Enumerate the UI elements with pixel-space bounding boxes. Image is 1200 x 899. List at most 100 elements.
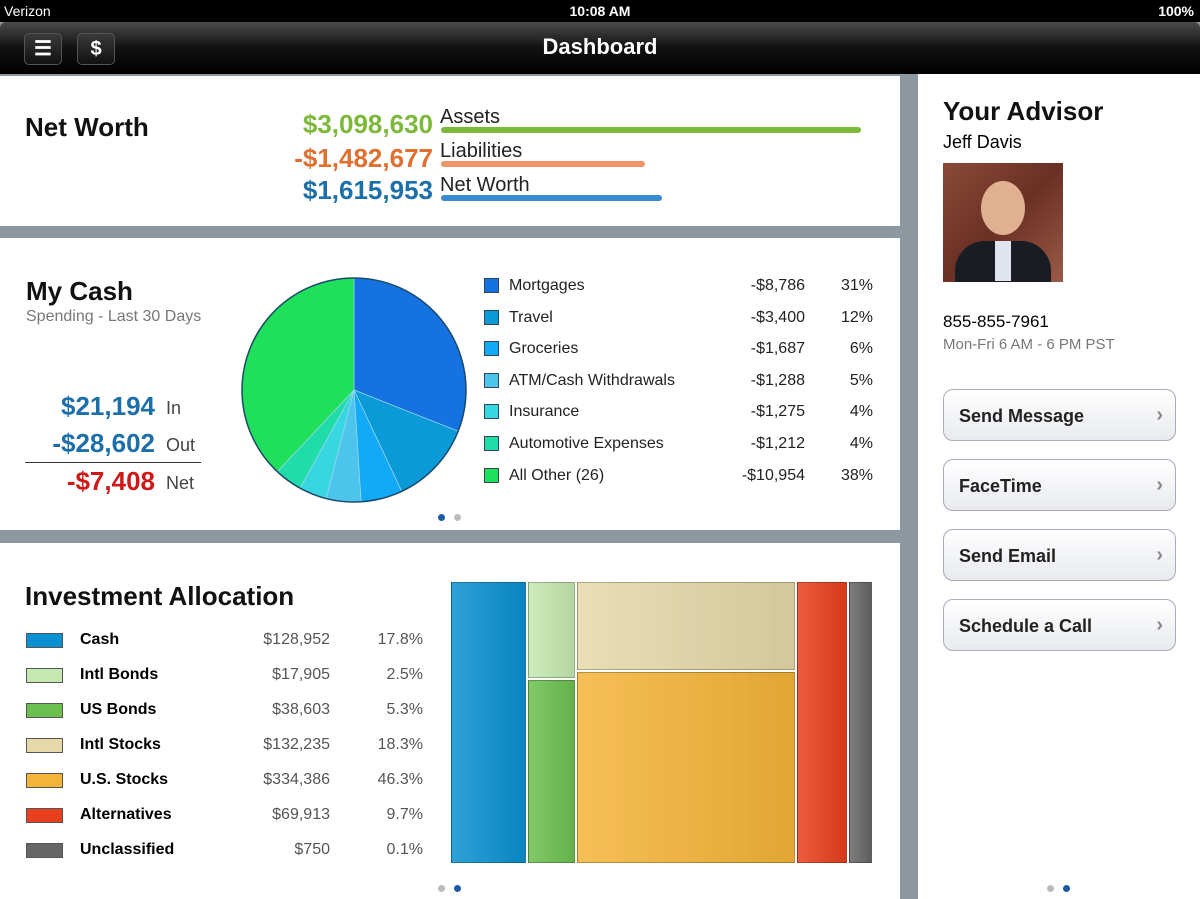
button-label: Send Message (959, 406, 1085, 426)
list-icon: ☰ (34, 38, 52, 60)
legend-percent: 31% (840, 277, 873, 294)
legend-amount: -$10,954 (741, 466, 805, 484)
legend-amount: $750 (294, 841, 330, 858)
cash-in-value: $21,194 (61, 391, 155, 421)
legend-swatch (26, 843, 63, 858)
legend-amount: $69,913 (272, 806, 330, 823)
my-cash-panel: My Cash Spending - Last 30 Days $21,194 … (0, 238, 900, 530)
legend-percent: 9.7% (386, 806, 423, 823)
chevron-right-icon: › (1156, 474, 1163, 496)
assets-label: Assets (440, 106, 501, 128)
legend-swatch (26, 773, 63, 788)
chevron-right-icon: › (1156, 404, 1163, 426)
clock: 10:08 AM (569, 3, 631, 19)
facetime-button[interactable]: FaceTime › (943, 459, 1176, 511)
send-message-button[interactable]: Send Message › (943, 389, 1176, 441)
liabilities-label: Liabilities (440, 140, 523, 162)
treemap-block[interactable] (797, 582, 847, 863)
legend-amount: $17,905 (272, 666, 330, 683)
legend-swatch (484, 341, 499, 357)
in-label: In (166, 398, 182, 418)
cash-subtitle: Spending - Last 30 Days (26, 308, 202, 325)
legend-label: Unclassified (80, 841, 175, 858)
page-dot[interactable] (438, 885, 445, 892)
legend-amount: -$1,275 (750, 403, 805, 421)
assets-bar (441, 127, 861, 133)
net-label: Net Worth (440, 174, 530, 196)
legend-label: Groceries (509, 340, 579, 358)
treemap-block[interactable] (577, 672, 795, 863)
pie-outline (241, 277, 467, 503)
button-label: Send Email (959, 546, 1057, 566)
treemap-block[interactable] (849, 582, 872, 863)
legend-swatch (484, 404, 499, 420)
investment-panel: Investment Allocation Cash $128,952 17.8… (0, 543, 900, 899)
page-dot[interactable] (1047, 885, 1054, 892)
schedule-call-button[interactable]: Schedule a Call › (943, 599, 1176, 651)
cash-out-value: -$28,602 (52, 428, 155, 458)
advisor-photo (943, 163, 1063, 282)
legend-swatch (484, 467, 499, 483)
legend-percent: 38% (840, 466, 873, 484)
legend-percent: 12% (840, 308, 873, 326)
legend-label: Insurance (509, 403, 580, 421)
net-label-cash: Net (166, 473, 195, 493)
legend-label: Mortgages (509, 277, 585, 294)
treemap-block[interactable] (451, 582, 526, 863)
chevron-right-icon: › (1156, 614, 1163, 636)
button-label: FaceTime (959, 476, 1042, 496)
advisor-name: Jeff Davis (943, 132, 1022, 152)
legend-percent: 17.8% (377, 631, 423, 648)
spending-pie-chart[interactable] (238, 274, 470, 506)
menu-button[interactable]: ☰ (24, 33, 62, 65)
page-dot-active[interactable] (438, 514, 445, 521)
button-label: Schedule a Call (959, 616, 1093, 636)
legend-amount: $132,235 (263, 736, 330, 753)
legend-percent: 5.3% (386, 701, 423, 718)
treemap-block[interactable] (577, 582, 795, 670)
page-dot-active[interactable] (454, 885, 461, 892)
advisor-phone[interactable]: 855-855-7961 (943, 312, 1049, 331)
legend-label: US Bonds (80, 701, 157, 718)
carrier: Verizon (4, 3, 51, 19)
dollar-button[interactable]: $ (77, 33, 115, 65)
send-email-button[interactable]: Send Email › (943, 529, 1176, 581)
legend-label: U.S. Stocks (80, 771, 169, 788)
legend-swatch (484, 436, 499, 451)
page-dot-active[interactable] (1063, 885, 1070, 892)
legend-amount: $38,603 (272, 701, 330, 718)
legend-label: Travel (509, 308, 553, 326)
legend-percent: 6% (849, 340, 873, 358)
legend-amount: $128,952 (263, 631, 330, 648)
liabilities-value: -$1,482,677 (294, 143, 433, 173)
legend-label: Automotive Expenses (509, 435, 664, 452)
legend-amount: -$1,212 (750, 435, 805, 452)
advisor-panel: Your Advisor Jeff Davis 855-855-7961 Mon… (918, 74, 1200, 899)
legend-percent: 0.1% (386, 841, 423, 858)
legend-label: Cash (80, 631, 120, 648)
liabilities-bar (441, 161, 645, 167)
status-bar: Verizon 10:08 AM 100% (0, 0, 1200, 22)
legend-percent: 2.5% (386, 666, 423, 683)
cash-title: My Cash (26, 276, 133, 306)
legend-label: Intl Bonds (80, 666, 159, 683)
treemap-block[interactable] (528, 582, 575, 678)
legend-label: ATM/Cash Withdrawals (509, 371, 675, 389)
legend-percent: 4% (849, 435, 873, 452)
legend-swatch (26, 633, 63, 648)
net-value: $1,615,953 (302, 175, 433, 205)
legend-label: All Other (26) (509, 466, 605, 484)
legend-label: Alternatives (80, 806, 172, 823)
advisor-hours: Mon-Fri 6 AM - 6 PM PST (943, 336, 1115, 353)
legend-amount: $334,386 (263, 771, 330, 788)
legend-percent: 46.3% (377, 771, 423, 788)
legend-label: Intl Stocks (80, 736, 161, 753)
out-label: Out (166, 435, 196, 455)
assets-value: $3,098,630 (302, 109, 433, 139)
cash-net-value: -$7,408 (66, 466, 155, 496)
treemap-block[interactable] (528, 680, 575, 863)
investment-title: Investment Allocation (25, 581, 295, 611)
net-worth-panel: Net Worth $3,098,630 -$1,482,677 $1,615,… (0, 76, 900, 226)
page-dot[interactable] (454, 514, 461, 521)
legend-percent: 4% (849, 403, 873, 421)
